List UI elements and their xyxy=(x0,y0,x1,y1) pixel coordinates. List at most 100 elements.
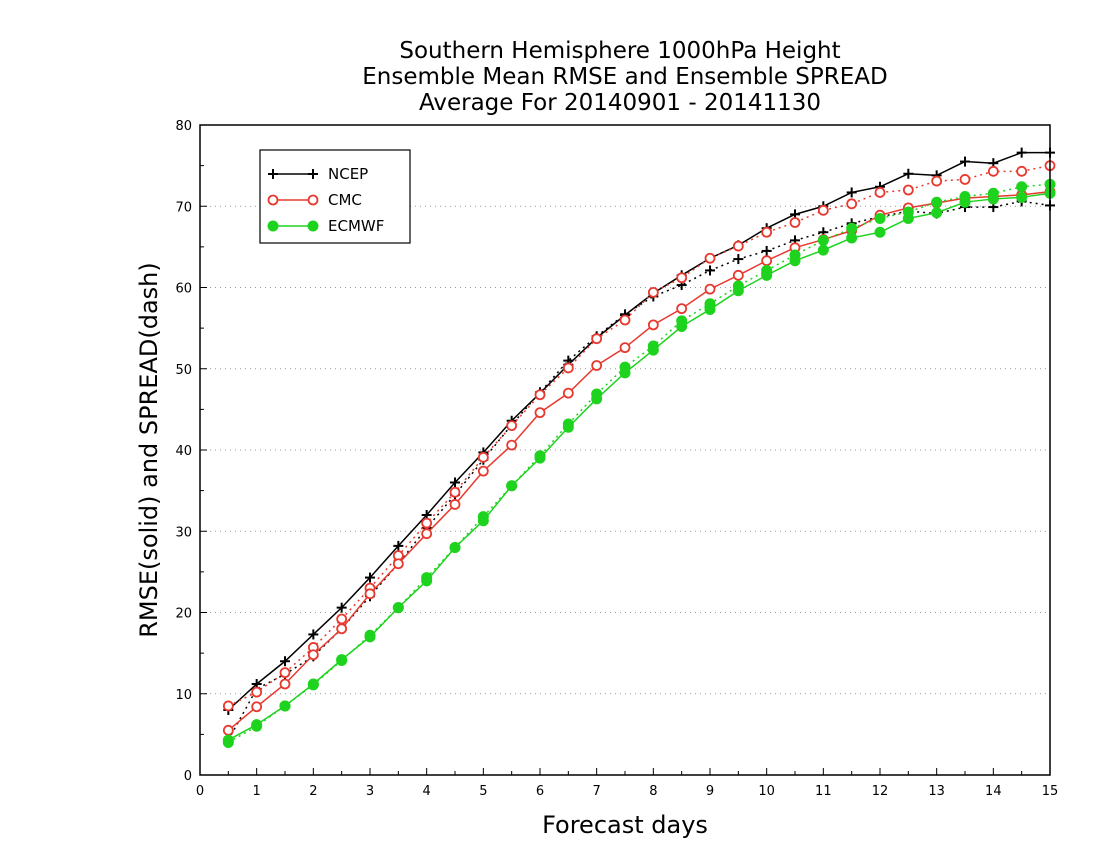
ecmwf-rmse-dot-marker xyxy=(449,542,461,553)
cmc-rmse-circle-marker xyxy=(364,588,376,600)
y-tick-label: 10 xyxy=(175,688,192,703)
x-tick-label: 13 xyxy=(928,784,945,799)
ecmwf-spread-dot-marker xyxy=(1016,181,1028,193)
cmc-spread-circle-marker xyxy=(421,517,433,529)
ecmwf-spread-series xyxy=(222,178,1056,748)
cmc-rmse-circle-marker xyxy=(647,319,659,331)
cmc-rmse-circle-marker xyxy=(704,283,716,295)
ecmwf-spread-dot-marker xyxy=(931,196,943,208)
cmc-rmse-circle-marker xyxy=(562,387,574,399)
cmc-spread-circle-marker xyxy=(279,667,291,679)
cmc-spread-circle-marker xyxy=(817,204,829,216)
cmc-spread-circle-marker xyxy=(846,198,858,210)
ecmwf-rmse-dot-marker xyxy=(789,255,801,267)
cmc-rmse-line xyxy=(227,190,1051,731)
title-line-2: Ensemble Mean RMSE and Ensemble SPREAD xyxy=(362,64,887,90)
ecmwf-spread-dot-marker xyxy=(874,212,886,224)
cmc-spread-circle-marker xyxy=(874,187,886,198)
x-tick-label: 7 xyxy=(593,784,601,799)
ncep-spread-plus-marker xyxy=(733,254,744,265)
x-axis-title: Forecast days xyxy=(542,811,708,839)
legend-label-cmc: CMC xyxy=(328,191,362,209)
cmc-rmse-circle-marker xyxy=(676,303,688,315)
cmc-rmse-circle-marker xyxy=(477,465,489,477)
y-tick-label: 20 xyxy=(175,607,192,622)
cmc-rmse-circle-marker xyxy=(336,623,348,635)
legend-ncep-left-plus-marker xyxy=(268,169,278,179)
cmc-rmse-circle-marker xyxy=(449,499,461,510)
ecmwf-rmse-dot-marker xyxy=(619,367,631,379)
ecmwf-rmse-dot-marker xyxy=(987,193,999,205)
y-tick-label: 30 xyxy=(175,525,192,540)
cmc-spread-circle-marker xyxy=(704,252,716,264)
cmc-rmse-circle-marker xyxy=(421,528,433,540)
cmc-rmse-circle-marker xyxy=(222,724,234,736)
title-line-1: Southern Hemisphere 1000hPa Height xyxy=(399,38,840,64)
ncep-rmse-plus-marker xyxy=(960,156,970,167)
x-tick-label: 3 xyxy=(366,784,374,799)
x-tick-label: 12 xyxy=(872,784,889,799)
cmc-spread-circle-marker xyxy=(902,184,914,196)
y-tick-label: 40 xyxy=(175,444,192,459)
ecmwf-rmse-dot-marker xyxy=(647,344,659,356)
legend-label-ncep: NCEP xyxy=(328,165,368,183)
legend-ncep-right-plus-marker xyxy=(308,169,318,179)
cmc-spread-circle-marker xyxy=(987,165,999,177)
ecmwf-rmse-series xyxy=(222,187,1056,746)
cmc-spread-line xyxy=(228,164,1051,707)
ncep-rmse-plus-marker xyxy=(365,572,375,583)
ecmwf-rmse-dot-marker xyxy=(846,232,858,244)
legend-ecmwf-right-dot-marker xyxy=(307,220,319,232)
cmc-rmse-circle-marker xyxy=(392,558,404,570)
cmc-rmse-circle-marker xyxy=(506,439,518,451)
x-tick-label: 9 xyxy=(706,784,714,799)
ecmwf-rmse-dot-marker xyxy=(817,244,829,256)
x-tick-label: 0 xyxy=(196,784,204,799)
cmc-spread-circle-marker xyxy=(251,686,263,698)
x-tick-label: 14 xyxy=(985,784,1002,799)
ecmwf-rmse-dot-marker xyxy=(336,654,348,666)
ecmwf-rmse-dot-marker xyxy=(931,207,943,219)
cmc-rmse-circle-marker xyxy=(279,678,291,690)
ecmwf-rmse-dot-marker xyxy=(534,452,546,464)
cmc-spread-circle-marker xyxy=(506,420,518,432)
ecmwf-rmse-dot-marker xyxy=(1016,191,1028,203)
y-tick-label: 50 xyxy=(175,363,192,378)
y-tick-label: 70 xyxy=(175,200,192,215)
cmc-rmse-circle-marker xyxy=(251,701,263,713)
ncep-rmse-plus-marker xyxy=(336,602,347,613)
ncep-spread-series xyxy=(223,196,1055,746)
cmc-rmse-circle-marker xyxy=(732,269,744,281)
cmc-rmse-circle-marker xyxy=(534,407,546,419)
x-tick-label: 10 xyxy=(758,784,775,799)
ecmwf-rmse-dot-marker xyxy=(506,480,518,492)
x-tick-label: 4 xyxy=(423,784,431,799)
x-tick-label: 6 xyxy=(536,784,544,799)
ncep-rmse-plus-marker xyxy=(308,629,319,640)
ncep-spread-plus-marker xyxy=(761,245,772,256)
ecmwf-rmse-dot-marker xyxy=(364,631,376,643)
y-tick-label: 60 xyxy=(175,282,192,297)
cmc-spread-series xyxy=(222,160,1056,712)
cmc-spread-circle-marker xyxy=(732,240,744,252)
cmc-spread-circle-marker xyxy=(534,389,546,401)
cmc-spread-circle-marker xyxy=(676,272,688,284)
ecmwf-rmse-line xyxy=(227,192,1051,741)
ecmwf-rmse-dot-marker xyxy=(761,269,773,281)
ncep-rmse-plus-marker xyxy=(280,656,290,667)
ecmwf-spread-dot-marker xyxy=(846,222,858,234)
cmc-spread-circle-marker xyxy=(222,700,234,712)
x-tick-label: 2 xyxy=(309,784,317,799)
ecmwf-rmse-dot-marker xyxy=(676,321,688,332)
y-tick-label: 0 xyxy=(184,769,192,784)
y-axis-title: RMSE(solid) and SPREAD(dash) xyxy=(135,262,163,638)
cmc-rmse-circle-marker xyxy=(761,255,773,267)
cmc-spread-circle-marker xyxy=(619,314,631,326)
ecmwf-rmse-dot-marker xyxy=(959,196,971,208)
ecmwf-rmse-dot-marker xyxy=(477,515,489,527)
ecmwf-spread-line xyxy=(227,183,1051,744)
ecmwf-rmse-dot-marker xyxy=(307,678,319,690)
legend: NCEP CMC ECMWF xyxy=(259,149,411,244)
